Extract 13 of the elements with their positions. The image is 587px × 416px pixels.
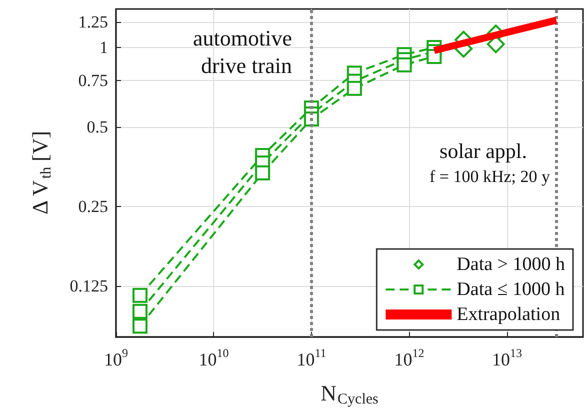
annotation: solar appl. bbox=[440, 139, 527, 164]
annotation: f = 100 kHz; 20 y bbox=[429, 167, 550, 186]
y-tick-label: 0.125 bbox=[70, 276, 108, 296]
annotation: automotive drive train bbox=[193, 25, 292, 78]
y-tick-label: 0.75 bbox=[78, 71, 108, 90]
legend-label: Extrapolation bbox=[456, 304, 561, 325]
legend-label: Data > 1000 h bbox=[456, 254, 566, 275]
y-tick-label: 0.25 bbox=[78, 196, 108, 216]
y-tick-label: 1.25 bbox=[78, 12, 108, 32]
legend-label: Data ≤ 1000 h bbox=[456, 279, 566, 300]
y-axis-title: Δ Vth [V] bbox=[27, 130, 54, 215]
y-tick-label: 0.5 bbox=[86, 117, 108, 136]
y-tick-label: 1 bbox=[100, 38, 108, 58]
